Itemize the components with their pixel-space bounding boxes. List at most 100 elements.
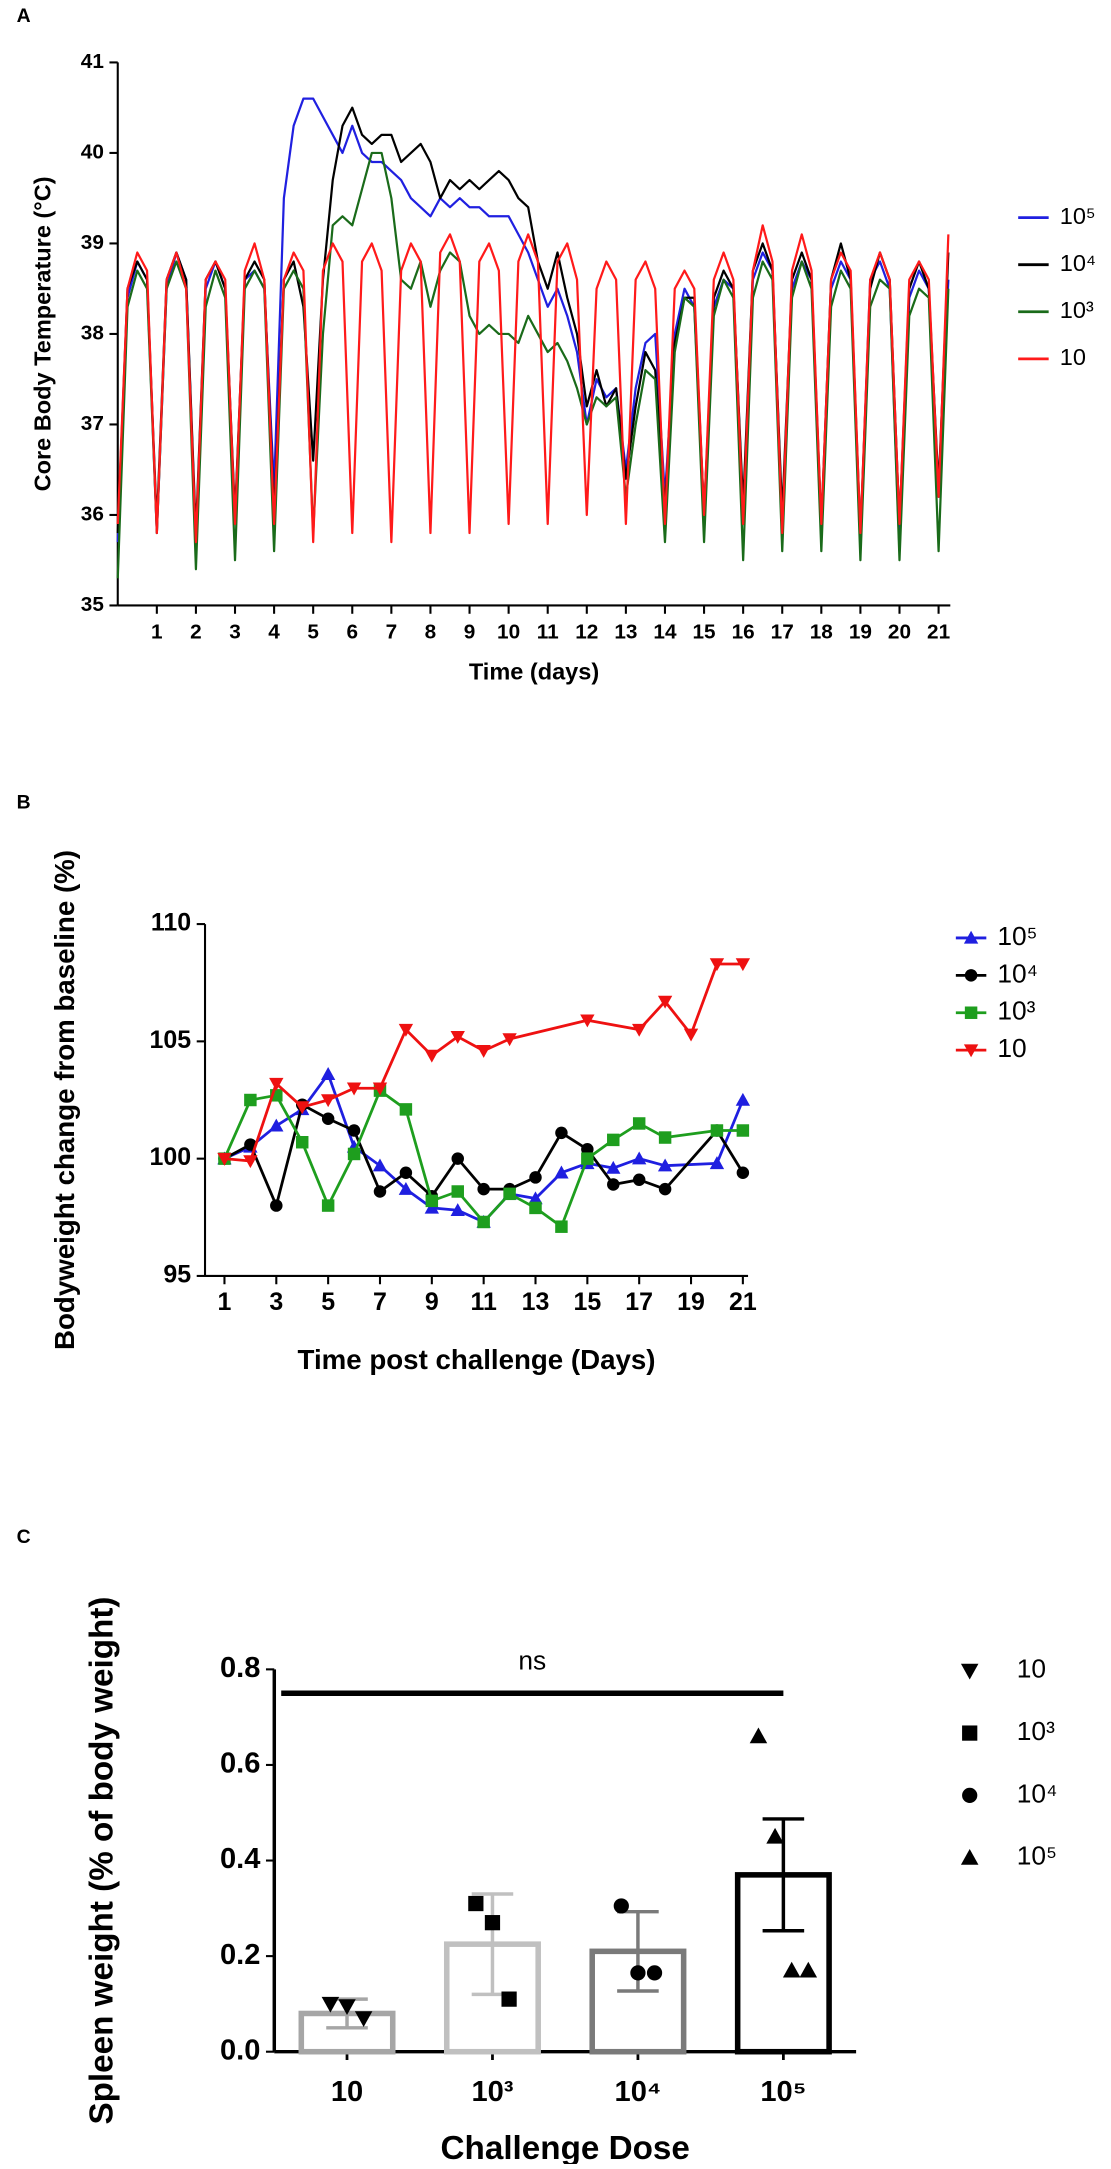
legend-label: 10³ [1060,297,1094,323]
x-tick-label: 7 [373,1288,387,1316]
marker [607,1178,620,1191]
x-tick-label: 12 [575,621,598,644]
marker [657,995,673,1009]
marker [963,1044,979,1058]
y-tick-label: 41 [81,50,104,73]
x-tick-label: 8 [425,621,437,644]
x-tick-label: 10³ [471,2076,513,2108]
legend-label: 10 [1017,1654,1046,1684]
marker [529,1171,542,1184]
x-tick-label: 13 [522,1288,550,1316]
marker [502,1033,517,1047]
marker [658,1182,672,1196]
marker [581,1152,594,1165]
marker [338,1999,356,2016]
marker [607,1133,620,1147]
marker [450,1030,465,1044]
marker [244,1093,257,1107]
marker [683,1028,699,1042]
marker [709,958,725,972]
marker [580,1014,595,1028]
marker [630,1965,646,1981]
marker [658,1131,672,1144]
marker [736,1166,750,1179]
x-tick-label: 14 [653,621,677,644]
marker [450,1203,465,1216]
marker [424,1049,439,1063]
x-axis-title: Time post challenge (Days) [298,1344,656,1375]
y-tick-label: 0.2 [220,1939,260,1971]
x-tick-label: 10 [331,2076,363,2108]
marker [528,1191,543,1205]
legend-label: 10³ [997,996,1035,1026]
marker [646,1965,663,1981]
marker [529,1201,542,1215]
x-tick-label: 21 [927,621,950,644]
y-tick-label: 0.6 [220,1748,260,1780]
x-tick-label: 10⁵ [760,2076,806,2108]
x-tick-label: 3 [269,1288,283,1316]
y-tick-label: 35 [81,593,104,616]
marker [632,1151,647,1165]
x-tick-label: 7 [386,621,398,644]
y-axis-title: Bodyweight change from baseline (%) [49,850,80,1350]
marker [735,1092,751,1106]
marker [243,1155,258,1169]
x-tick-label: 4 [268,621,280,644]
marker [501,1991,517,2007]
marker [581,1143,594,1156]
marker [477,1215,490,1229]
x-tick-label: 15 [693,621,716,644]
legend-label: 10 [1060,344,1086,370]
y-tick-label: 36 [81,502,104,525]
marker [657,1158,673,1172]
x-tick-label: 16 [732,621,755,644]
marker [269,1077,284,1091]
marker [555,1126,568,1140]
legend-label: 10⁵ [997,921,1037,951]
marker [321,1996,340,2013]
marker [399,1166,413,1179]
marker [372,1082,388,1096]
x-tick-label: 17 [771,621,794,644]
y-tick-label: 0.8 [220,1652,260,1684]
series-line [116,151,950,579]
significance-label: ns [518,1646,546,1676]
y-tick-label: 105 [150,1026,192,1054]
marker [960,1663,979,1680]
marker [632,1117,646,1130]
legend-label: 10 [997,1033,1026,1063]
y-tick-label: 95 [163,1261,191,1289]
marker [555,1220,568,1233]
marker [963,930,979,944]
legend-label: 10⁵ [1060,203,1096,229]
y-tick-label: 38 [81,321,104,344]
marker [613,1898,629,1914]
x-tick-label: 21 [729,1288,757,1316]
y-tick-label: 110 [151,909,191,937]
marker [606,1160,621,1174]
x-tick-label: 19 [849,621,872,644]
x-tick-label: 15 [573,1288,601,1316]
marker [347,1147,361,1161]
marker [451,1185,464,1198]
x-axis-title: Time (days) [469,659,599,685]
y-tick-label: 0.4 [220,1843,261,1875]
panel-label: A [17,5,31,27]
marker [295,1101,310,1115]
marker [451,1152,464,1165]
marker [320,1094,336,1108]
marker [398,1181,414,1195]
marker [477,1182,490,1196]
marker [270,1199,283,1212]
marker [962,1725,978,1741]
marker [468,1895,484,1912]
marker [269,1118,284,1132]
marker [373,1185,387,1198]
x-tick-label: 19 [677,1288,705,1316]
marker [346,1082,362,1096]
y-tick-label: 100 [150,1143,192,1171]
x-axis-title: Challenge Dose [441,2130,690,2164]
